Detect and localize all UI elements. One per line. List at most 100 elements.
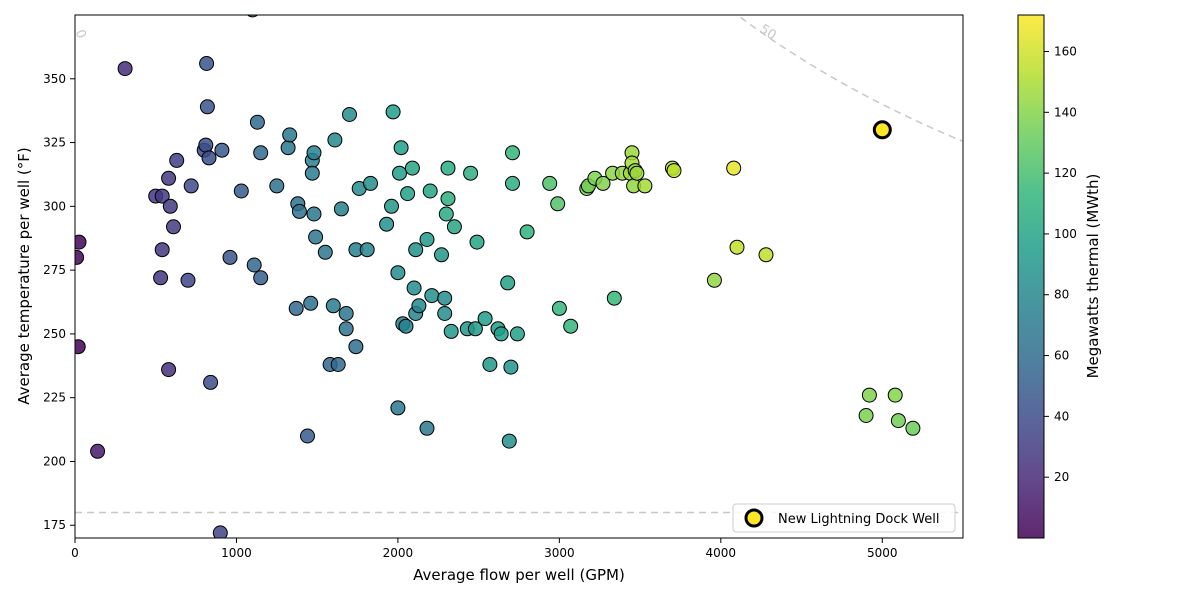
scatter-point xyxy=(333,201,349,217)
scatter-point xyxy=(706,272,722,288)
scatter-point xyxy=(505,145,520,161)
contour-line xyxy=(736,15,963,142)
scatter-point xyxy=(509,326,525,342)
scatter-point xyxy=(398,318,414,334)
colorbar-tick-label: 40 xyxy=(1054,409,1069,423)
scatter-point xyxy=(629,165,645,181)
scatter-point xyxy=(306,145,322,161)
scatter-point xyxy=(606,290,622,306)
scatter-point xyxy=(503,359,519,375)
scatter-point xyxy=(166,219,181,235)
scatter-point xyxy=(269,178,285,194)
scatter-point xyxy=(411,298,427,314)
scatter-point xyxy=(75,339,86,355)
legend-marker xyxy=(744,508,764,528)
scatter-point xyxy=(440,191,456,207)
scatter-point xyxy=(419,420,435,436)
scatter-point xyxy=(434,247,449,263)
scatter-point xyxy=(325,298,341,314)
scatter-point xyxy=(477,311,493,327)
plot-frame xyxy=(74,14,964,539)
points-layer xyxy=(75,15,921,538)
scatter-point xyxy=(282,127,298,143)
y-tick-label: 300 xyxy=(43,199,66,213)
scatter-point xyxy=(348,339,364,355)
scatter-point xyxy=(384,198,399,214)
scatter-point xyxy=(222,249,238,265)
y-tick-label: 200 xyxy=(43,454,66,468)
scatter-point xyxy=(385,104,401,120)
scatter-point xyxy=(390,265,406,281)
scatter-point xyxy=(408,242,424,258)
scatter-point xyxy=(201,150,217,166)
x-axis-label: Average flow per well (GPM) xyxy=(413,566,625,584)
scatter-point xyxy=(203,374,219,390)
scatter-point xyxy=(214,142,230,158)
scatter-point xyxy=(406,280,422,296)
scatter-point xyxy=(154,242,170,258)
scatter-point xyxy=(212,525,228,538)
scatter-point xyxy=(390,400,406,416)
scatter-point xyxy=(280,140,296,156)
scatter-point xyxy=(595,175,611,191)
contour-label: 50 xyxy=(757,22,779,44)
scatter-point xyxy=(482,357,498,372)
scatter-point xyxy=(437,306,453,321)
scatter-point xyxy=(440,160,456,176)
scatter-point xyxy=(117,61,133,77)
colorbar-tick-label: 80 xyxy=(1054,288,1069,302)
scatter-point xyxy=(563,318,579,334)
scatter-point xyxy=(400,186,416,202)
scatter-point xyxy=(162,198,178,214)
scatter-point xyxy=(443,323,459,339)
scatter-point xyxy=(342,107,357,122)
scatter-point xyxy=(493,326,509,342)
x-tick-label: 1000 xyxy=(221,546,252,560)
scatter-point xyxy=(726,160,742,176)
scatter-point xyxy=(180,272,196,288)
scatter-point xyxy=(404,160,420,176)
scatter-point xyxy=(542,175,558,191)
scatter-point xyxy=(463,165,479,181)
scatter-point xyxy=(198,137,214,153)
scatter-point xyxy=(637,178,653,194)
scatter-point xyxy=(551,300,567,316)
scatter-point xyxy=(729,239,745,255)
legend: New Lightning Dock Well xyxy=(732,503,956,533)
y-axis: 175 200 225 250 275 300 325 350 xyxy=(43,72,75,532)
scatter-point xyxy=(359,242,375,258)
scatter-point xyxy=(393,140,409,156)
scatter-point xyxy=(338,321,354,337)
scatter-point xyxy=(505,175,520,191)
legend-label: New Lightning Dock Well xyxy=(778,512,940,527)
y-tick-label: 250 xyxy=(43,327,66,341)
x-axis: 0 1000 2000 3000 4000 5000 xyxy=(71,538,898,560)
x-tick-label: 2000 xyxy=(383,546,414,560)
scatter-point xyxy=(467,321,483,337)
contour-label: 0 xyxy=(72,28,89,41)
scatter-point xyxy=(666,163,682,179)
scatter-point xyxy=(153,270,169,286)
scatter-point xyxy=(183,178,199,194)
new-well-point xyxy=(872,120,892,140)
colorbar-tick-label: 140 xyxy=(1054,105,1077,119)
y-tick-label: 325 xyxy=(43,136,66,150)
scatter-point xyxy=(246,257,262,273)
scatter-point xyxy=(887,387,903,403)
scatter-point xyxy=(890,413,906,429)
colorbar-axis: 20 40 60 80 100 120 140 160 xyxy=(1044,44,1077,484)
x-tick-label: 3000 xyxy=(544,546,575,560)
scatter-point xyxy=(500,275,516,291)
y-tick-label: 275 xyxy=(43,263,66,277)
scatter-point xyxy=(308,229,324,245)
scatter-point xyxy=(304,165,320,181)
scatter-point xyxy=(75,249,85,265)
scatter-point xyxy=(446,219,462,235)
scatter-point xyxy=(291,203,307,219)
scatter-point xyxy=(437,290,453,306)
x-tick-label: 5000 xyxy=(867,546,898,560)
scatter-point xyxy=(233,183,249,199)
scatter-point xyxy=(161,170,177,186)
scatter-point xyxy=(199,99,215,115)
scatter-point xyxy=(379,216,395,232)
